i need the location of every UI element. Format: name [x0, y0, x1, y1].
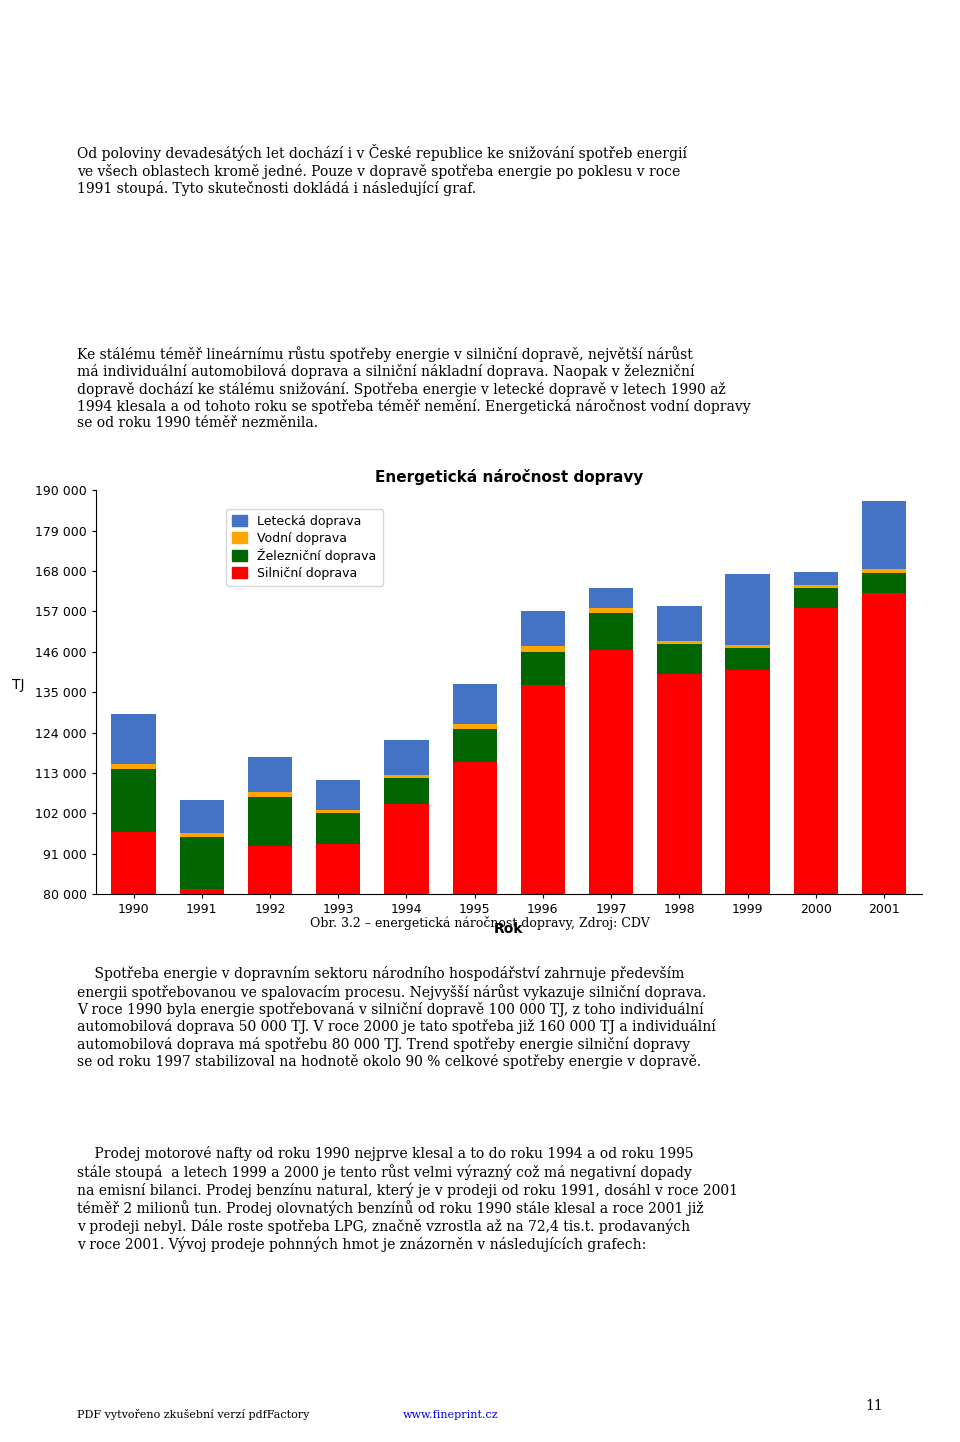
Bar: [862, 572, 906, 593]
Bar: [316, 780, 360, 809]
Text: www.fineprint.cz: www.fineprint.cz: [403, 1410, 499, 1420]
Bar: [316, 813, 360, 845]
Bar: [520, 652, 565, 685]
Bar: [384, 776, 428, 779]
Bar: [862, 502, 906, 570]
Bar: [180, 838, 224, 888]
Bar: [520, 611, 565, 646]
Bar: [248, 797, 292, 846]
Bar: [316, 845, 360, 1188]
Bar: [180, 832, 224, 838]
Bar: [452, 728, 497, 761]
Bar: [862, 570, 906, 572]
Text: Spotřeba energie v dopravním sektoru národního hospodářství zahrnuje především
e: Spotřeba energie v dopravním sektoru nár…: [77, 966, 715, 1069]
Bar: [248, 757, 292, 792]
Text: Od poloviny devadesátých let dochází i v České republice ke snižování spotřeb en: Od poloviny devadesátých let dochází i v…: [77, 144, 686, 196]
X-axis label: Rok: Rok: [494, 921, 523, 936]
Bar: [726, 671, 770, 1188]
Bar: [658, 606, 702, 640]
Bar: [111, 832, 156, 1188]
Bar: [452, 761, 497, 1188]
Text: PDF vytvořeno zkušební verzí pdfFactory: PDF vytvořeno zkušební verzí pdfFactory: [77, 1409, 316, 1420]
Bar: [589, 650, 634, 1188]
Bar: [726, 645, 770, 647]
Text: Obr. 3.2 – energetická náročnost dopravy, Zdroj: CDV: Obr. 3.2 – energetická náročnost dopravy…: [310, 916, 650, 930]
Bar: [794, 572, 838, 584]
Bar: [316, 809, 360, 813]
Bar: [794, 587, 838, 607]
Text: Ke stálému téměř lineárnímu růstu spotřeby energie v silniční dopravě, největší : Ke stálému téměř lineárnímu růstu spotře…: [77, 346, 751, 430]
Bar: [726, 574, 770, 645]
Bar: [658, 640, 702, 645]
Bar: [794, 607, 838, 1188]
Y-axis label: TJ: TJ: [12, 678, 25, 692]
Bar: [384, 805, 428, 1188]
Legend: Letecká doprava, Vodní doprava, Železniční doprava, Silniční doprava: Letecká doprava, Vodní doprava, Železnič…: [227, 509, 383, 585]
Bar: [384, 740, 428, 776]
Bar: [520, 685, 565, 1188]
Bar: [589, 607, 634, 613]
Title: Energetická náročnost dopravy: Energetická náročnost dopravy: [374, 469, 643, 485]
Bar: [862, 593, 906, 1188]
Text: 11: 11: [866, 1399, 883, 1413]
Bar: [658, 645, 702, 673]
Bar: [180, 800, 224, 832]
Bar: [248, 792, 292, 797]
Bar: [384, 779, 428, 805]
Bar: [726, 647, 770, 671]
Bar: [452, 724, 497, 728]
Bar: [589, 613, 634, 650]
Text: Prodej motorové nafty od roku 1990 nejprve klesal a to do roku 1994 a od roku 19: Prodej motorové nafty od roku 1990 nejpr…: [77, 1146, 738, 1252]
Bar: [180, 888, 224, 1188]
Bar: [248, 846, 292, 1188]
Bar: [111, 714, 156, 764]
Bar: [658, 673, 702, 1188]
Bar: [520, 646, 565, 652]
Bar: [111, 769, 156, 832]
Bar: [111, 764, 156, 769]
Bar: [794, 584, 838, 587]
Bar: [589, 587, 634, 607]
Bar: [452, 684, 497, 724]
